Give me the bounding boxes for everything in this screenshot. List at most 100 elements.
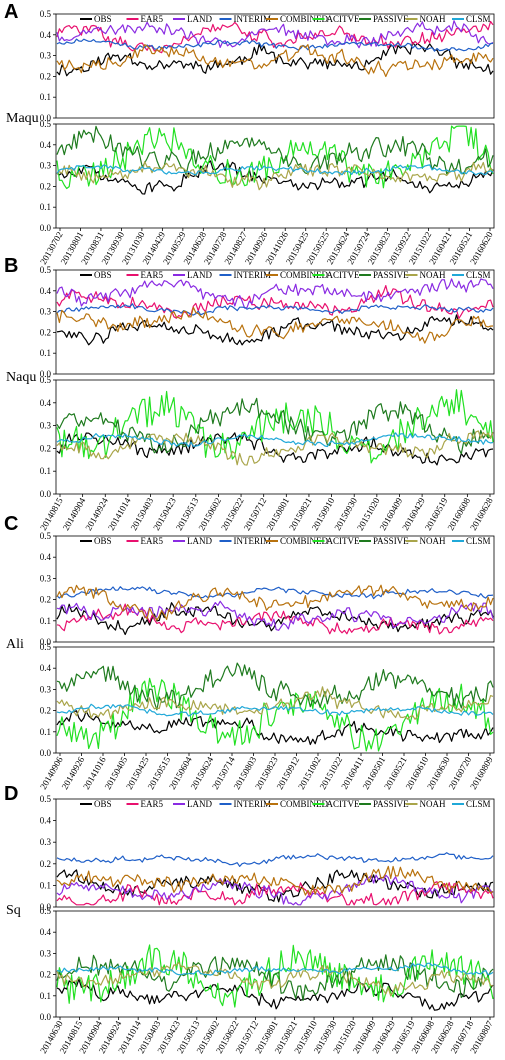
panel-0-top-ytick-label: 0.4 <box>40 30 52 40</box>
panel-2-top-ytick-label: 0.2 <box>40 595 51 605</box>
panel-1-top-series-interim <box>56 303 494 316</box>
panel-3-top-ytick-label: 0.5 <box>40 794 52 804</box>
panel-0-top-ytick-label: 0.3 <box>40 51 52 61</box>
panel-3-bottom-ytick-label: 0.5 <box>40 906 52 916</box>
panel-3-top-axes: 0.0 0.1 0.2 0.3 0.4 0.5 <box>40 794 495 912</box>
legend-label-acitve: ACITVE <box>327 14 360 24</box>
legend-label-noah: NOAH <box>420 536 446 546</box>
panel-1-top-series-obs <box>56 314 494 346</box>
panel-2-bottom-series-acitve <box>56 677 494 752</box>
legend-label-clsm: CLSM <box>466 799 491 809</box>
panel-0-bottom-series-noah <box>56 161 494 191</box>
panel-0-top-series-interim <box>56 38 494 52</box>
panel-1-bottom-ytick-label: 0.5 <box>40 375 52 385</box>
panel-3-top-series-ear5 <box>56 881 494 906</box>
legend-label-passive: PASSIVE <box>373 270 409 280</box>
panel-0-bottom-ytick-label: 0.5 <box>40 119 52 129</box>
panel-0-bottom-series-passive <box>56 125 494 176</box>
panel-1-bottom-ytick-label: 0.2 <box>40 443 51 453</box>
panel-2-top-frame <box>55 535 495 643</box>
panel-1-top-axes: 0.0 0.1 0.2 0.3 0.4 0.5 <box>40 265 495 379</box>
panel-2-bottom-ytick-label: 0.0 <box>40 748 52 758</box>
legend-label-clsm: CLSM <box>466 14 491 24</box>
panel-1-top-ytick-label: 0.1 <box>40 348 51 358</box>
legend-label-noah: NOAH <box>420 14 446 24</box>
panel-0-top-frame <box>55 13 495 119</box>
legend-label-acitve: ACITVE <box>327 536 360 546</box>
legend-label-ear5: EAR5 <box>141 270 164 280</box>
legend-label-noah: NOAH <box>420 270 446 280</box>
panel-2-top-series-combined <box>56 584 494 621</box>
panel-2-top-ytick-label: 0.3 <box>40 573 52 583</box>
panel-2-bottom-series-passive <box>56 662 494 711</box>
panel-0-bottom-ytick-label: 0.0 <box>40 223 52 233</box>
panel-2-bottom-ytick-label: 0.4 <box>40 663 52 673</box>
panel-0-bottom-series-clsm <box>56 164 494 176</box>
site-label-maqu: Maqu <box>6 111 39 126</box>
panel-1-bottom-series-clsm <box>56 432 494 448</box>
panel-1-top-ytick-label: 0.3 <box>40 307 52 317</box>
legend-label-clsm: CLSM <box>466 536 491 546</box>
panel-3-top-ytick-label: 0.1 <box>40 880 51 890</box>
panel-0-bottom-ytick-label: 0.3 <box>40 161 52 171</box>
panel-2-bottom-ytick-label: 0.3 <box>40 684 52 694</box>
panel-1-bottom-axes: 0.0 0.1 0.2 0.3 0.4 0.5 <box>40 375 495 499</box>
panel-3-top-ytick-label: 0.0 <box>40 902 52 912</box>
panel-0-top-ytick-label: 0.0 <box>40 113 52 123</box>
panel-3-bottom-ytick-label: 0.2 <box>40 970 51 980</box>
panel-1-top-ytick-label: 0.4 <box>40 286 52 296</box>
panel-3-bottom-series-clsm <box>56 962 494 976</box>
panel-0-bottom-ytick-label: 0.4 <box>40 140 52 150</box>
legend-label-land: LAND <box>187 270 212 280</box>
panel-letter-a: A <box>4 1 18 23</box>
panel-1-top-ytick-label: 0.0 <box>40 369 52 379</box>
panel-3-top-ytick-label: 0.2 <box>40 859 51 869</box>
panel-3-top-ytick-label: 0.3 <box>40 837 52 847</box>
panel-2-bottom-ytick-label: 0.1 <box>40 727 51 737</box>
panel-1-top-series-combined <box>56 306 494 344</box>
panel-2-bottom-series-obs <box>56 710 494 746</box>
panel-1-top-series-ear5 <box>56 285 494 319</box>
legend-label-combined: COMBINED <box>280 536 329 546</box>
legend-label-obs: OBS <box>94 14 112 24</box>
panel-3-top-series-combined <box>56 865 494 896</box>
site-label-ali: Ali <box>6 637 24 652</box>
panel-0-top-ytick-label: 0.5 <box>40 9 52 19</box>
panel-3-top-frame <box>55 798 495 908</box>
legend-label-interim: INTERIM <box>234 270 272 280</box>
legend-label-passive: PASSIVE <box>373 14 409 24</box>
legend-label-ear5: EAR5 <box>141 536 164 546</box>
panel-2-top-axes: 0.0 0.1 0.2 0.3 0.4 0.5 <box>40 531 495 647</box>
panel-3-top-series-land <box>56 874 494 906</box>
panel-1-top-ytick-label: 0.2 <box>40 327 51 337</box>
panel-2-bottom-ytick-label: 0.5 <box>40 642 52 652</box>
panel-2-top-series-interim <box>56 586 494 600</box>
site-label-naqu: Naqu <box>6 370 36 385</box>
panel-0-bottom-frame <box>55 123 495 229</box>
panel-1-bottom-series-noah <box>56 430 494 466</box>
panel-1-bottom-series-passive <box>56 397 494 455</box>
panel-0-xaxis: 2013070220130801201308312013093020131030… <box>38 228 495 266</box>
panel-3-bottom-ytick-label: 0.3 <box>40 948 52 958</box>
legend-label-land: LAND <box>187 536 212 546</box>
panel-3-bottom-series-passive <box>56 954 494 1001</box>
panel-1-top-frame <box>55 269 495 375</box>
panel-3-bottom-ytick-label: 0.0 <box>40 1012 52 1022</box>
panel-3-bottom-series-obs <box>56 978 494 1011</box>
panel-1-top-series-land <box>56 278 494 309</box>
panel-0-top-ytick-label: 0.1 <box>40 92 51 102</box>
legend-label-clsm: CLSM <box>466 270 491 280</box>
legend-label-noah: NOAH <box>420 799 446 809</box>
panel-1-xtick-label: 20160628 <box>468 496 495 533</box>
legend-label-interim: INTERIM <box>234 14 272 24</box>
legend-label-obs: OBS <box>94 270 112 280</box>
panel-3-top-series-interim <box>56 852 494 867</box>
panel-2-bottom-axes: 0.0 0.1 0.2 0.3 0.4 0.5 <box>40 642 495 758</box>
legend-label-land: LAND <box>187 14 212 24</box>
panel-0-bottom-axes: 0.0 0.1 0.2 0.3 0.4 0.5 <box>40 119 495 233</box>
